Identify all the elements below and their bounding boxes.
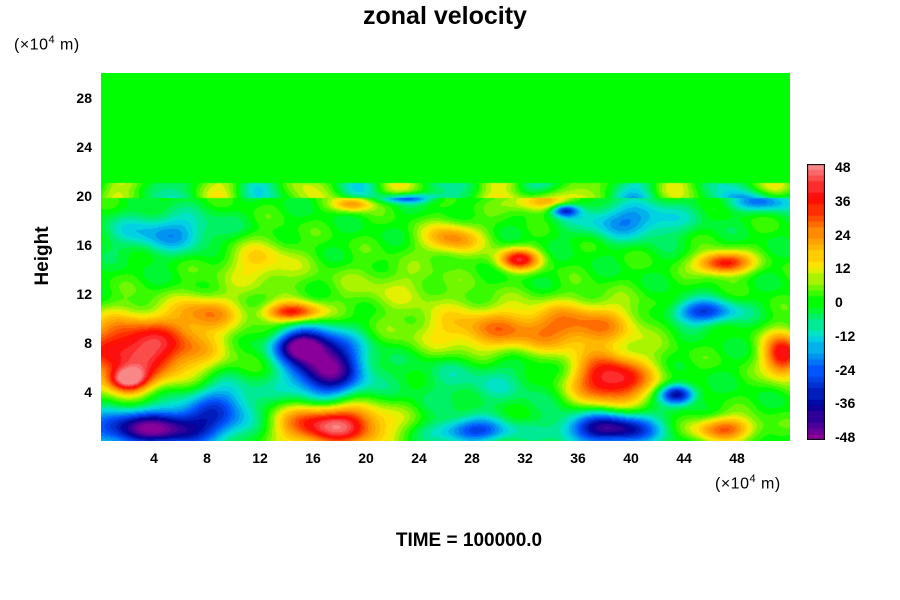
y-tick-label: 28	[76, 89, 92, 106]
colorbar-tick-label: 36	[835, 192, 851, 209]
x-tick-label: 20	[358, 450, 374, 466]
colorbar-tick-label: 24	[835, 226, 851, 243]
x-tick-label: 36	[570, 450, 586, 466]
colorbar-tick-label: 48	[835, 159, 851, 175]
y-unit-suffix: m)	[55, 36, 80, 54]
y-tick-label: 16	[76, 236, 92, 253]
x-unit-prefix: (×10	[715, 475, 750, 493]
colorbar-tick-label: -36	[835, 395, 856, 412]
chart-title: zonal velocity	[363, 2, 527, 30]
colorbar-tick-label: -48	[835, 429, 856, 445]
x-tick-label: 4	[150, 450, 158, 466]
y-tick-label: 24	[76, 138, 92, 155]
x-tick-label: 8	[203, 450, 211, 466]
colorbar-tick-label: -24	[835, 361, 856, 378]
x-axis-unit: (×104 m)	[715, 473, 781, 493]
contour-plot-area	[101, 73, 790, 441]
colorbar-tick-label: 12	[835, 260, 851, 277]
y-tick-label: 20	[76, 187, 92, 204]
x-tick-label: 48	[729, 450, 745, 466]
x-tick-label: 28	[464, 450, 480, 466]
y-axis-unit: (×104 m)	[14, 34, 80, 54]
x-unit-exponent: 4	[749, 473, 757, 485]
y-unit-exponent: 4	[48, 34, 56, 46]
y-tick-label: 8	[84, 334, 92, 351]
y-tick-label: 4	[84, 383, 92, 400]
colorbar	[807, 164, 825, 440]
x-tick-label: 40	[623, 450, 639, 466]
x-tick-label: 24	[411, 450, 427, 466]
time-label: TIME = 100000.0	[395, 530, 543, 551]
y-unit-prefix: (×10	[14, 36, 49, 54]
x-tick-label: 16	[305, 450, 321, 466]
colorbar-tick-label: 0	[835, 294, 843, 310]
y-tick-label: 12	[76, 285, 92, 302]
x-tick-label: 32	[517, 450, 533, 466]
y-axis-label: Height	[32, 226, 53, 286]
x-tick-label: 44	[676, 450, 692, 466]
x-unit-suffix: m)	[756, 475, 781, 493]
colorbar-tick-label: -12	[835, 327, 856, 344]
x-tick-label: 12	[252, 450, 268, 466]
